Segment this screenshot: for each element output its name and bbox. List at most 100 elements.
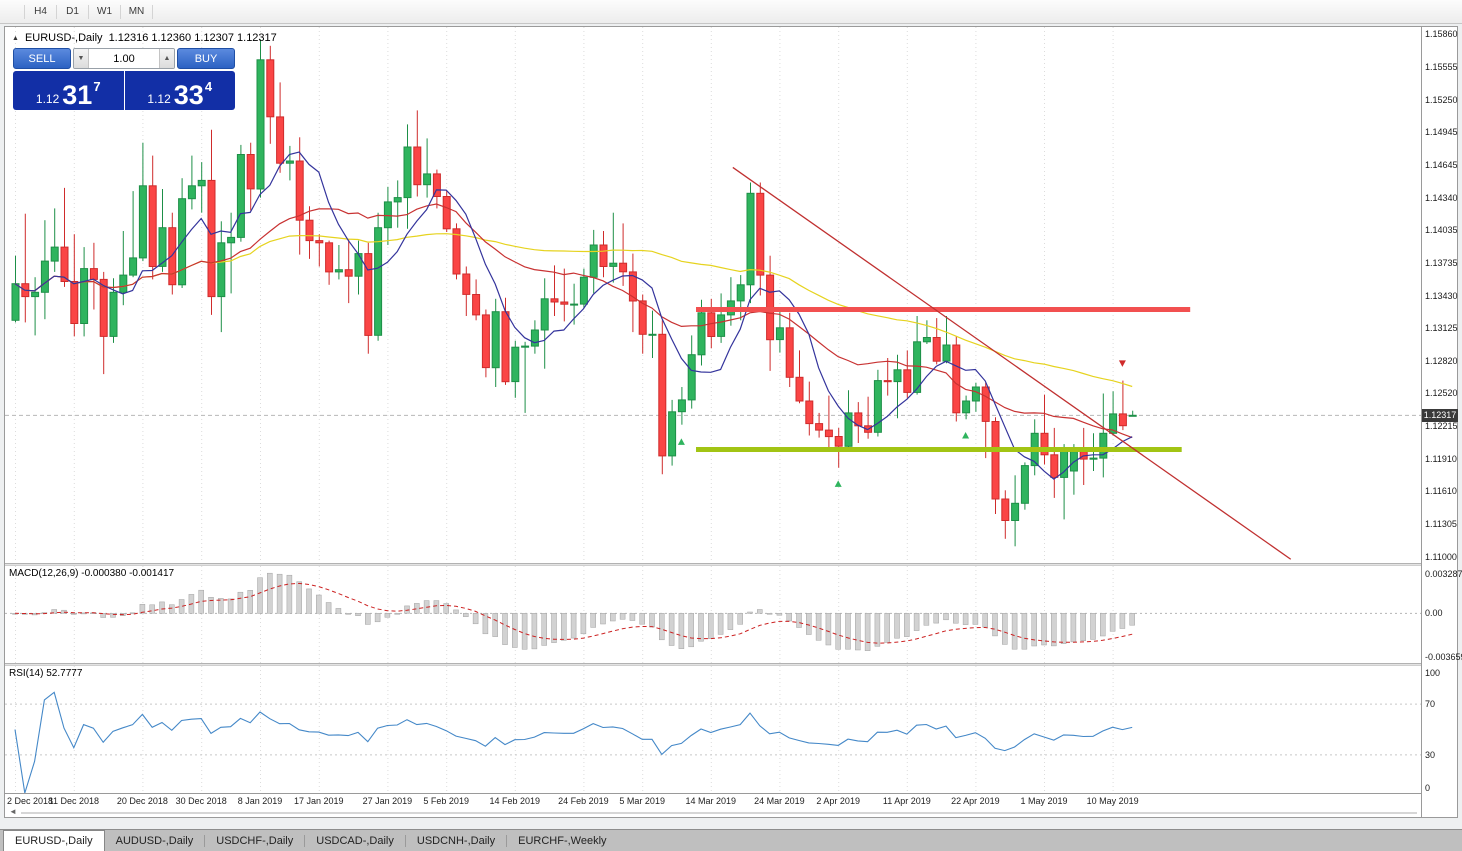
buy-button[interactable]: BUY: [177, 48, 235, 69]
toolbar-separator: [152, 4, 153, 19]
moving-average-21: [14, 203, 1133, 439]
price-axis-label: 1.12520: [1425, 388, 1458, 398]
macd-scale-label: 0.00: [1425, 608, 1443, 618]
toolbar-separator: [88, 4, 89, 19]
timeframe-button-h4[interactable]: H4: [34, 6, 47, 17]
sell-price-prefix: 1.12: [35, 91, 60, 106]
collapse-panel-icon[interactable]: ▲: [12, 34, 19, 42]
main-price-chart[interactable]: [5, 27, 1421, 563]
date-axis[interactable]: 2 Dec 2018 11 Dec 2018 20 Dec 2018 30 Dec 2…: [5, 793, 1421, 809]
price-axis-label: 1.13125: [1425, 323, 1458, 333]
sell-price-big: 31: [62, 79, 93, 110]
scrollbar-track[interactable]: [21, 812, 1417, 814]
lot-decrease-icon[interactable]: ▼: [74, 49, 89, 68]
date-axis-label: 30 Dec 2018: [175, 796, 227, 806]
chart-tab-audusd-daily[interactable]: AUDUSD-,Daily: [115, 835, 194, 847]
price-axis-label: 1.14645: [1425, 160, 1458, 170]
lot-size-box: ▼ 1.00 ▲: [73, 48, 175, 69]
descending-trendline: [732, 166, 1292, 560]
date-axis-label: 8 Jan 2019: [237, 796, 283, 806]
date-axis-label: 5 Mar 2019: [619, 796, 665, 806]
sell-button[interactable]: SELL: [13, 48, 71, 69]
date-axis-label: 24 Mar 2019: [754, 796, 805, 806]
date-axis-label: 14 Feb 2019: [489, 796, 541, 806]
one-click-trading-panel: SELL ▼ 1.00 ▲ BUY 1.12 31 7 1.12: [13, 48, 235, 110]
price-axis-label: 1.13430: [1425, 291, 1458, 301]
main-chart-panel[interactable]: ▲ EURUSD-,Daily 1.12316 1.12360 1.12307 …: [5, 27, 1421, 563]
macd-scale-label: 0.003287: [1425, 569, 1462, 579]
lot-increase-icon[interactable]: ▲: [159, 49, 174, 68]
moving-average-7: [14, 151, 1133, 480]
tab-separator: [204, 834, 206, 847]
price-axis-label: 1.11000: [1425, 552, 1457, 562]
macd-chart[interactable]: [5, 566, 1421, 663]
panel-splitter[interactable]: [5, 563, 1421, 566]
price-axis-label: 1.15860: [1425, 29, 1458, 39]
price-axis-label: 1.14035: [1425, 225, 1458, 235]
buy-price-prefix: 1.12: [147, 91, 171, 106]
plot-column: ▲ EURUSD-,Daily 1.12316 1.12360 1.12307 …: [5, 27, 1421, 817]
chart-tab-usdchf-daily[interactable]: USDCHF-,Daily: [216, 835, 294, 847]
up-arrow-marker: [962, 431, 970, 439]
toolbar-separator: [24, 4, 25, 19]
down-arrow-marker: [1118, 360, 1126, 367]
macd-scale-label: -0.003659: [1425, 652, 1462, 662]
date-axis-label: 2 Dec 2018: [7, 796, 54, 806]
date-axis-label: 22 Apr 2019: [951, 796, 1000, 806]
up-arrow-marker: [677, 438, 685, 445]
rsi-scale-label: 100: [1425, 668, 1441, 678]
chart-tab-eurchf-weekly[interactable]: EURCHF-,Weekly: [518, 835, 607, 847]
buy-price-big: 33: [173, 79, 204, 110]
scroll-left-icon[interactable]: ◄: [9, 807, 17, 816]
panel-splitter[interactable]: [5, 663, 1421, 666]
buy-price-display[interactable]: 1.12 33 4: [124, 71, 235, 110]
macd-label: MACD(12,26,9) -0.000380 -0.001417: [9, 568, 175, 579]
chart-tab-eurusd-daily[interactable]: EURUSD-,Daily: [3, 830, 105, 851]
date-axis-label: 17 Jan 2019: [294, 796, 344, 806]
sell-price-sup: 7: [93, 79, 101, 94]
tab-separator: [506, 834, 508, 847]
date-axis-label: 1 May 2019: [1020, 796, 1068, 806]
price-axis-label: 1.14945: [1425, 127, 1458, 137]
date-axis-label: 11 Dec 2018: [48, 796, 99, 806]
price-axis[interactable]: 1.12317 1.15860 1.15555 1.15250 1.14945 1.14…: [1421, 27, 1462, 817]
toolbar-separator: [56, 4, 57, 19]
tab-separator: [404, 834, 406, 847]
price-axis-label: 1.14340: [1425, 193, 1458, 203]
rsi-scale-label: 30: [1425, 750, 1436, 760]
rsi-scale-label: 70: [1425, 699, 1436, 709]
rsi-chart[interactable]: [5, 666, 1421, 793]
sell-price-display[interactable]: 1.12 31 7: [13, 71, 124, 110]
lot-size-input[interactable]: 1.00: [113, 52, 135, 65]
date-axis-label: 5 Feb 2019: [423, 796, 469, 806]
timeframe-toolbar: H4 D1 W1 MN: [0, 0, 1462, 24]
macd-panel[interactable]: MACD(12,26,9) -0.000380 -0.001417: [5, 566, 1421, 663]
timeframe-button-mn[interactable]: MN: [128, 6, 145, 17]
chart-tabs: EURUSD-,Daily AUDUSD-,Daily USDCHF-,Daily U…: [0, 829, 1462, 851]
rsi-line: [14, 691, 1133, 793]
current-price-badge: 1.12317: [1422, 409, 1458, 422]
chart-tab-usdcad-daily[interactable]: USDCAD-,Daily: [316, 835, 394, 847]
date-axis-label: 14 Mar 2019: [685, 796, 737, 806]
chart-window: ▲ EURUSD-,Daily 1.12316 1.12360 1.12307 …: [4, 26, 1462, 818]
price-axis-label: 1.11910: [1425, 454, 1457, 464]
chart-title: ▲ EURUSD-,Daily 1.12316 1.12360 1.12307 …: [12, 32, 277, 44]
date-axis-label: 2 Apr 2019: [816, 796, 860, 806]
rsi-label: RSI(14) 52.7777: [9, 668, 83, 679]
date-axis-label: 24 Feb 2019: [558, 796, 609, 806]
up-arrow-marker: [834, 480, 842, 487]
date-axis-label: 10 May 2019: [1086, 796, 1139, 806]
buy-price-sup: 4: [204, 79, 213, 94]
date-axis-label: 20 Dec 2018: [116, 796, 168, 806]
ohlc-values: 1.12316 1.12360 1.12307 1.12317: [108, 32, 277, 44]
timeframe-button-w1[interactable]: W1: [97, 6, 112, 17]
price-axis-label: 1.15555: [1425, 62, 1458, 72]
rsi-panel[interactable]: RSI(14) 52.7777: [5, 666, 1421, 793]
price-axis-label: 1.12215: [1425, 421, 1458, 431]
horizontal-scrollbar[interactable]: ◄: [5, 807, 1421, 817]
date-axis-label: 27 Jan 2019: [362, 796, 413, 806]
price-axis-label: 1.13735: [1425, 258, 1458, 268]
chart-tab-usdcnh-daily[interactable]: USDCNH-,Daily: [416, 835, 496, 847]
price-axis-label: 1.11305: [1425, 519, 1457, 529]
timeframe-button-d1[interactable]: D1: [66, 6, 79, 17]
